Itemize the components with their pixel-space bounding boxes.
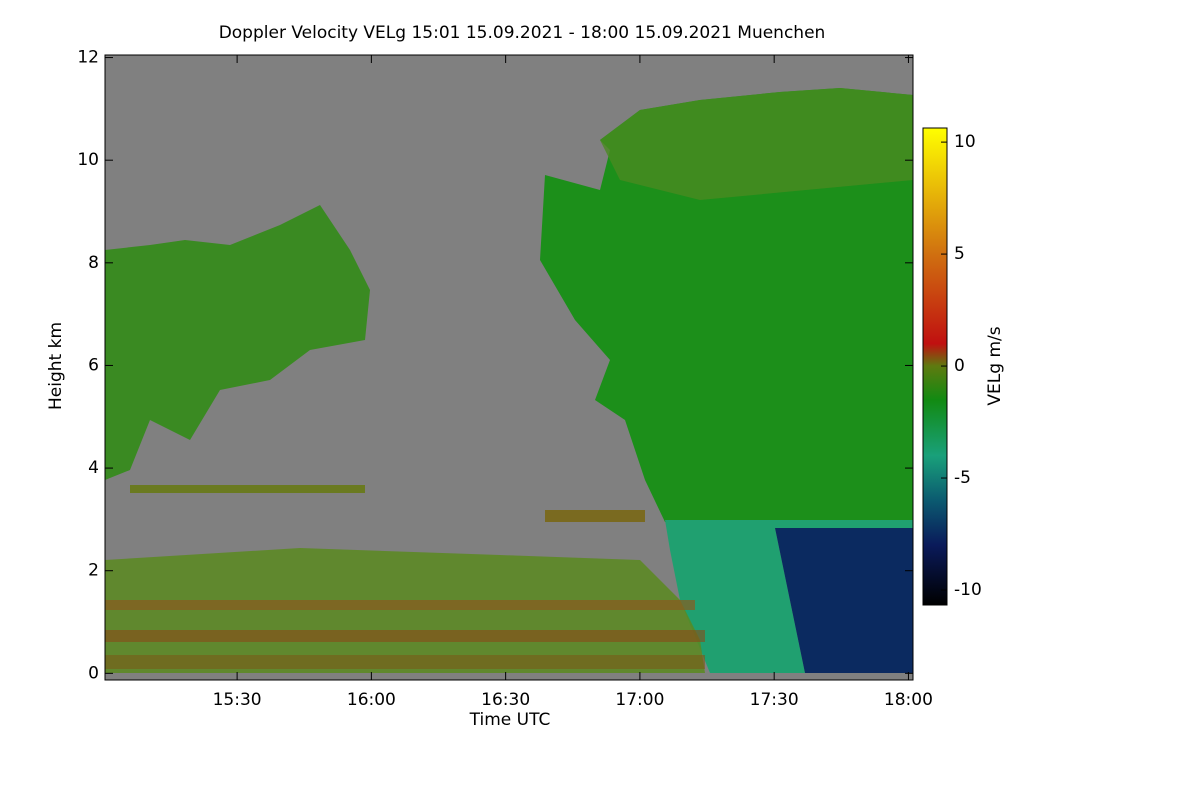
colorbar-tick-label: 10: [954, 132, 976, 152]
y-tick-label: 8: [88, 253, 99, 273]
x-tick-label: 17:00: [615, 690, 664, 710]
x-tick-label: 16:00: [347, 690, 396, 710]
field: [105, 55, 913, 680]
x-tick-label: 15:30: [213, 690, 262, 710]
y-axis-label: Height km: [46, 322, 66, 410]
x-tick-label: 16:30: [481, 690, 530, 710]
noise-region: [105, 655, 705, 669]
layer: [545, 510, 645, 522]
colorbar-tick-label: 0: [954, 356, 965, 376]
rain-region: [775, 528, 913, 673]
colorbar-tick-label: -5: [954, 468, 971, 488]
chart-title: Doppler Velocity VELg 15:01 15.09.2021 -…: [219, 23, 826, 43]
y-tick-label: 4: [88, 458, 99, 478]
y-tick-label: 2: [88, 561, 99, 581]
noise-region: [105, 548, 705, 673]
noise-region: [105, 630, 705, 642]
y-tick-label: 6: [88, 355, 99, 375]
y-tick-label: 0: [88, 663, 99, 683]
colorbar-tick-label: 5: [954, 244, 965, 264]
colorbar-tick-label: -10: [954, 580, 982, 600]
x-tick-label: 17:30: [750, 690, 799, 710]
x-tick-label: 18:00: [884, 690, 933, 710]
layer: [130, 485, 365, 493]
y-tick-label: 12: [77, 48, 99, 68]
y-tick-label: 10: [77, 150, 99, 170]
cloud-region: [600, 88, 913, 200]
x-axis-label: Time UTC: [469, 710, 551, 730]
noise-region: [105, 600, 695, 610]
cloud-region: [540, 88, 913, 522]
plot-frame: [104, 54, 914, 681]
rain-region: [665, 520, 913, 673]
colorbar-label: VELg m/s: [985, 326, 1005, 405]
cloud-region: [105, 205, 370, 480]
